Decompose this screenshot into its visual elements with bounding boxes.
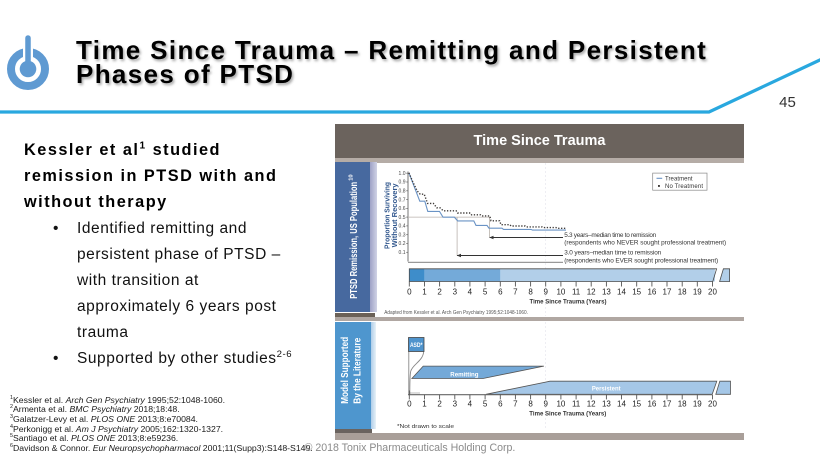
svg-text:10: 10: [556, 288, 565, 297]
svg-text:0.6: 0.6: [399, 206, 406, 212]
svg-text:0.2: 0.2: [399, 241, 406, 247]
svg-text:20: 20: [708, 400, 717, 409]
svg-text:18: 18: [678, 288, 687, 297]
svg-text:11: 11: [572, 288, 581, 297]
svg-text:0: 0: [407, 288, 412, 297]
svg-text:5.3 years–median time to remis: 5.3 years–median time to remission: [564, 232, 656, 239]
svg-text:PTSD Remission, US Population: PTSD Remission, US Population: [348, 182, 360, 299]
svg-text:(respondents who NEVER sought: (respondents who NEVER sought profession…: [564, 240, 726, 247]
svg-text:0.9: 0.9: [399, 180, 406, 186]
svg-text:Time Since Trauma (Years): Time Since Trauma (Years): [529, 411, 606, 418]
svg-text:Adapted from Kessler et al. Ar: Adapted from Kessler et al. Arch Gen Psy…: [384, 310, 528, 316]
svg-text:6: 6: [498, 288, 503, 297]
svg-text:13: 13: [602, 400, 611, 409]
svg-text:7: 7: [513, 288, 518, 297]
svg-text:14: 14: [617, 288, 626, 297]
svg-text:0.1: 0.1: [399, 250, 406, 256]
svg-text:17: 17: [663, 288, 672, 297]
svg-text:10: 10: [556, 400, 565, 409]
svg-text:4: 4: [468, 400, 473, 409]
svg-text:5: 5: [483, 288, 488, 297]
svg-text:0.7: 0.7: [399, 197, 406, 203]
svg-text:1: 1: [422, 400, 427, 409]
svg-text:11: 11: [572, 400, 581, 409]
svg-text:Persistent: Persistent: [592, 385, 622, 392]
svg-text:19: 19: [693, 288, 702, 297]
svg-text:9: 9: [543, 288, 548, 297]
svg-text:14: 14: [617, 400, 626, 409]
svg-text:2: 2: [437, 288, 442, 297]
svg-text:15: 15: [632, 400, 641, 409]
svg-text:0.3: 0.3: [399, 232, 406, 238]
svg-text:Model Supported: Model Supported: [340, 337, 351, 404]
svg-text:0.4: 0.4: [399, 224, 406, 230]
svg-text:12: 12: [587, 400, 596, 409]
svg-text:(respondents who EVER sought p: (respondents who EVER sought professiona…: [564, 257, 718, 264]
svg-text:0.5: 0.5: [399, 215, 406, 221]
svg-text:12: 12: [587, 288, 596, 297]
svg-text:Remitting: Remitting: [450, 371, 478, 378]
svg-text:19: 19: [693, 400, 702, 409]
svg-text:16: 16: [647, 400, 656, 409]
svg-text:5: 5: [483, 400, 488, 409]
svg-text:2: 2: [437, 400, 442, 409]
svg-text:Without Recovery: Without Recovery: [390, 183, 399, 247]
svg-text:By the Literature: By the Literature: [352, 338, 363, 404]
svg-text:8: 8: [528, 400, 533, 409]
svg-text:8: 8: [528, 288, 533, 297]
svg-text:0: 0: [407, 400, 412, 409]
svg-text:3.0 years–median time to remis: 3.0 years–median time to remission: [564, 250, 661, 257]
svg-text:9: 9: [543, 400, 548, 409]
svg-text:*Not drawn to scale: *Not drawn to scale: [397, 424, 454, 430]
svg-text:17: 17: [663, 400, 672, 409]
svg-text:ASD*: ASD*: [410, 342, 423, 349]
svg-text:1: 1: [422, 288, 427, 297]
svg-text:3: 3: [453, 288, 458, 297]
svg-text:18: 18: [678, 400, 687, 409]
svg-text:7: 7: [513, 400, 518, 409]
svg-text:1.0: 1.0: [399, 171, 406, 177]
svg-text:Time Since Trauma (Years): Time Since Trauma (Years): [530, 299, 607, 306]
svg-text:6: 6: [498, 400, 503, 409]
svg-text:No Treatment: No Treatment: [665, 184, 703, 190]
svg-text:10: 10: [348, 174, 354, 180]
svg-text:20: 20: [708, 288, 717, 297]
svg-text:16: 16: [647, 288, 656, 297]
svg-text:0.8: 0.8: [399, 189, 406, 195]
svg-text:3: 3: [453, 400, 458, 409]
svg-text:4: 4: [468, 288, 473, 297]
svg-text:Proportion Surviving: Proportion Surviving: [383, 182, 392, 249]
svg-text:15: 15: [632, 288, 641, 297]
svg-text:13: 13: [602, 288, 611, 297]
svg-text:Treatment: Treatment: [665, 176, 693, 182]
